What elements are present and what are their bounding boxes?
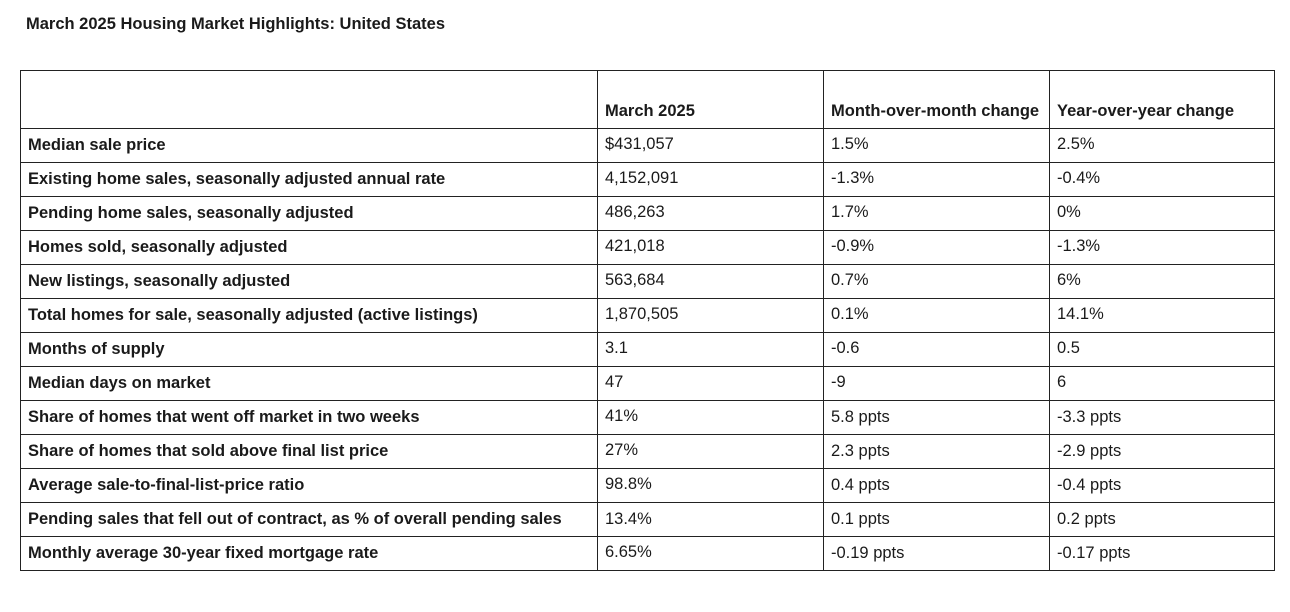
row-metric: Existing home sales, seasonally adjusted… <box>20 162 598 197</box>
row-march-value: 4,152,091 <box>597 162 824 197</box>
table-header-row: March 2025 Month-over-month change Year-… <box>20 70 1275 129</box>
row-metric: Monthly average 30-year fixed mortgage r… <box>20 536 598 571</box>
row-yoy-value: -3.3 ppts <box>1049 400 1275 435</box>
row-march-value: 486,263 <box>597 196 824 231</box>
row-march-value: 1,870,505 <box>597 298 824 333</box>
row-mom-value: -9 <box>823 366 1050 401</box>
row-yoy-value: 2.5% <box>1049 128 1275 163</box>
row-yoy-value: -0.4% <box>1049 162 1275 197</box>
row-mom-value: -0.9% <box>823 230 1050 265</box>
row-metric: Share of homes that sold above final lis… <box>20 434 598 469</box>
row-yoy-value: -0.17 ppts <box>1049 536 1275 571</box>
row-metric: Median days on market <box>20 366 598 401</box>
row-yoy-value: 14.1% <box>1049 298 1275 333</box>
header-metric <box>20 70 598 129</box>
row-march-value: 421,018 <box>597 230 824 265</box>
row-metric: Pending home sales, seasonally adjusted <box>20 196 598 231</box>
row-march-value: 13.4% <box>597 502 824 537</box>
table-row: Existing home sales, seasonally adjusted… <box>20 162 1275 197</box>
row-yoy-value: -2.9 ppts <box>1049 434 1275 469</box>
row-mom-value: 0.1% <box>823 298 1050 333</box>
row-march-value: 563,684 <box>597 264 824 299</box>
row-yoy-value: -0.4 ppts <box>1049 468 1275 503</box>
table-row: Months of supply 3.1 -0.6 0.5 <box>20 332 1275 367</box>
row-mom-value: 2.3 ppts <box>823 434 1050 469</box>
row-march-value: 98.8% <box>597 468 824 503</box>
row-metric: Share of homes that went off market in t… <box>20 400 598 435</box>
row-mom-value: 1.7% <box>823 196 1050 231</box>
row-yoy-value: 6 <box>1049 366 1275 401</box>
row-metric: Median sale price <box>20 128 598 163</box>
row-mom-value: 0.1 ppts <box>823 502 1050 537</box>
table-row: Median days on market 47 -9 6 <box>20 366 1275 401</box>
table-row: Share of homes that went off market in t… <box>20 400 1275 435</box>
row-march-value: 47 <box>597 366 824 401</box>
table-row: Share of homes that sold above final lis… <box>20 434 1275 469</box>
header-march-2025: March 2025 <box>597 70 824 129</box>
table-row: Median sale price $431,057 1.5% 2.5% <box>20 128 1275 163</box>
table-row: Monthly average 30-year fixed mortgage r… <box>20 536 1275 571</box>
table-row: Homes sold, seasonally adjusted 421,018 … <box>20 230 1275 265</box>
table-row: New listings, seasonally adjusted 563,68… <box>20 264 1275 299</box>
row-mom-value: 5.8 ppts <box>823 400 1050 435</box>
table-row: Total homes for sale, seasonally adjuste… <box>20 298 1275 333</box>
row-march-value: 41% <box>597 400 824 435</box>
row-yoy-value: -1.3% <box>1049 230 1275 265</box>
row-yoy-value: 0.5 <box>1049 332 1275 367</box>
table-row: Pending home sales, seasonally adjusted … <box>20 196 1275 231</box>
row-march-value: 27% <box>597 434 824 469</box>
row-mom-value: -0.19 ppts <box>823 536 1050 571</box>
row-yoy-value: 0% <box>1049 196 1275 231</box>
row-march-value: $431,057 <box>597 128 824 163</box>
row-metric: Homes sold, seasonally adjusted <box>20 230 598 265</box>
table-row: Average sale-to-final-list-price ratio 9… <box>20 468 1275 503</box>
row-metric: New listings, seasonally adjusted <box>20 264 598 299</box>
housing-highlights-table: March 2025 Month-over-month change Year-… <box>20 70 1275 571</box>
row-yoy-value: 6% <box>1049 264 1275 299</box>
row-march-value: 6.65% <box>597 536 824 571</box>
row-metric: Pending sales that fell out of contract,… <box>20 502 598 537</box>
row-march-value: 3.1 <box>597 332 824 367</box>
row-yoy-value: 0.2 ppts <box>1049 502 1275 537</box>
header-month-over-month: Month-over-month change <box>823 70 1050 129</box>
table-row: Pending sales that fell out of contract,… <box>20 502 1275 537</box>
row-metric: Months of supply <box>20 332 598 367</box>
header-year-over-year: Year-over-year change <box>1049 70 1275 129</box>
row-mom-value: 0.4 ppts <box>823 468 1050 503</box>
row-mom-value: 1.5% <box>823 128 1050 163</box>
row-metric: Average sale-to-final-list-price ratio <box>20 468 598 503</box>
page-title: March 2025 Housing Market Highlights: Un… <box>26 15 445 33</box>
row-mom-value: -1.3% <box>823 162 1050 197</box>
row-mom-value: -0.6 <box>823 332 1050 367</box>
row-metric: Total homes for sale, seasonally adjuste… <box>20 298 598 333</box>
row-mom-value: 0.7% <box>823 264 1050 299</box>
